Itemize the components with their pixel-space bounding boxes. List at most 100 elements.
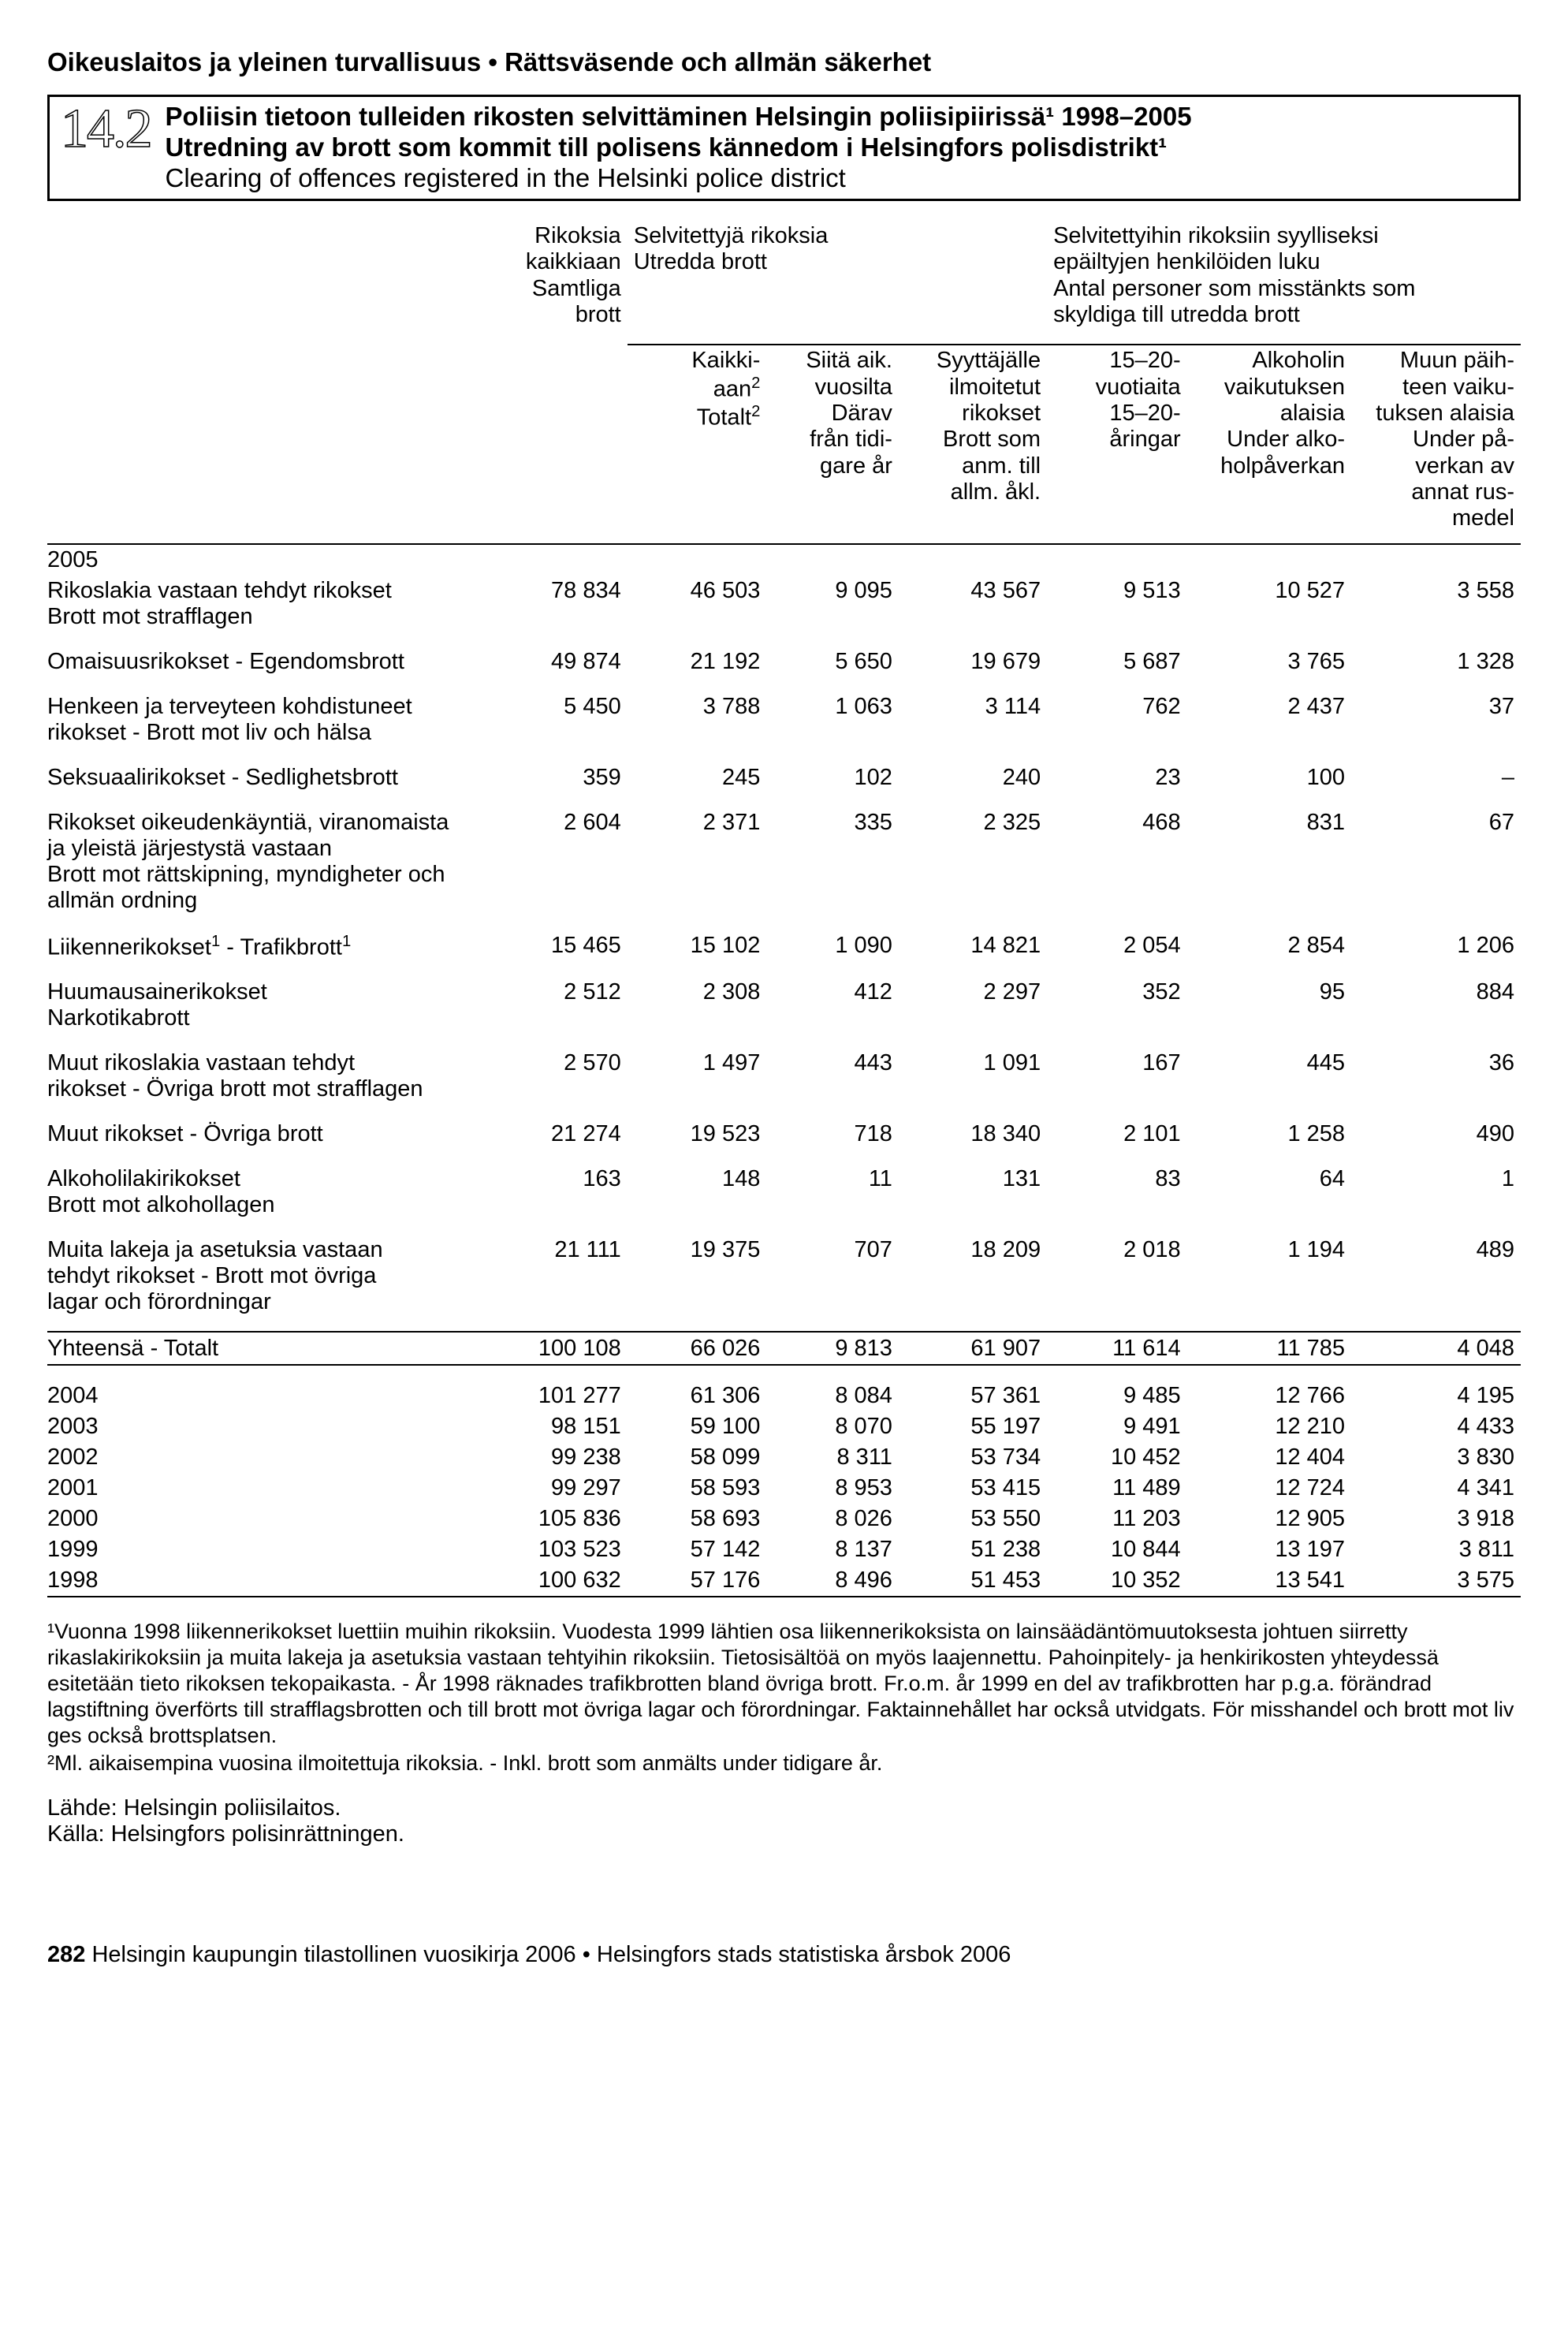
cell: 2 854 <box>1187 930 1351 964</box>
data-table: RikoksiakaikkiaanSamtligabrott Selvitett… <box>47 223 1521 1598</box>
cell: 4 341 <box>1351 1473 1521 1504</box>
cell: 10 352 <box>1047 1565 1187 1597</box>
row-label: 2002 <box>47 1442 494 1473</box>
row-label: HuumausainerikoksetNarkotikabrott <box>47 977 494 1034</box>
cell: 18 209 <box>899 1235 1047 1318</box>
cell: 489 <box>1351 1235 1521 1318</box>
page-footer-text: Helsingin kaupungin tilastollinen vuosik… <box>85 1942 1011 1967</box>
cell: 12 404 <box>1187 1442 1351 1473</box>
cell: 4 195 <box>1351 1381 1521 1411</box>
cell: 23 <box>1047 762 1187 793</box>
cell: 18 340 <box>899 1119 1047 1150</box>
cell: 443 <box>766 1048 899 1105</box>
cell: 5 687 <box>1047 647 1187 677</box>
row-label: Rikoslakia vastaan tehdyt rikoksetBrott … <box>47 576 494 632</box>
cell: 49 874 <box>494 647 628 677</box>
cell: 3 811 <box>1351 1534 1521 1565</box>
cell: 1 063 <box>766 691 899 748</box>
cell: 718 <box>766 1119 899 1150</box>
cell: 12 766 <box>1187 1381 1351 1411</box>
cell: 99 297 <box>494 1473 628 1504</box>
cell: 3 830 <box>1351 1442 1521 1473</box>
row-label: Muut rikoslakia vastaan tehdytrikokset -… <box>47 1048 494 1105</box>
cell: 53 415 <box>899 1473 1047 1504</box>
cell: 9 813 <box>766 1333 899 1365</box>
row-label: Muut rikokset - Övriga brott <box>47 1119 494 1150</box>
cell: 83 <box>1047 1164 1187 1221</box>
cell: 163 <box>494 1164 628 1221</box>
cell: 10 844 <box>1047 1534 1187 1565</box>
cell: 167 <box>1047 1048 1187 1105</box>
cell: 102 <box>766 762 899 793</box>
cell: 1 194 <box>1187 1235 1351 1318</box>
cell: 335 <box>766 807 899 916</box>
cell: 15 102 <box>628 930 767 964</box>
cell: 8 496 <box>766 1565 899 1597</box>
cell: 412 <box>766 977 899 1034</box>
title-text: Poliisin tietoon tulleiden rikosten selv… <box>166 100 1192 194</box>
row-label: Rikokset oikeudenkäyntiä, viranomaistaja… <box>47 807 494 916</box>
col-c4: SyyttäjälleilmoitetutrikoksetBrott soman… <box>899 345 1047 543</box>
cell: 1 <box>1351 1164 1521 1221</box>
cell: 11 <box>766 1164 899 1221</box>
cell: 8 953 <box>766 1473 899 1504</box>
cell: 3 114 <box>899 691 1047 748</box>
cell: 59 100 <box>628 1411 767 1442</box>
cell: 1 328 <box>1351 647 1521 677</box>
table-head: RikoksiakaikkiaanSamtligabrott Selvitett… <box>47 223 1521 544</box>
cell: 37 <box>1351 691 1521 748</box>
cell: 11 614 <box>1047 1333 1187 1365</box>
cell: 2 297 <box>899 977 1047 1034</box>
cell: 15 465 <box>494 930 628 964</box>
cell: 78 834 <box>494 576 628 632</box>
col-group-2: Selvitettyjä rikoksiaUtredda brott <box>628 223 1047 345</box>
row-label: 2004 <box>47 1381 494 1411</box>
cell: 148 <box>628 1164 767 1221</box>
cell: 21 192 <box>628 647 767 677</box>
cell: 8 084 <box>766 1381 899 1411</box>
cell: 55 197 <box>899 1411 1047 1442</box>
cell: 11 489 <box>1047 1473 1187 1504</box>
source-fi: Lähde: Helsingin poliisilaitos. <box>47 1795 1521 1821</box>
cell: 3 558 <box>1351 576 1521 632</box>
col-group-1: RikoksiakaikkiaanSamtligabrott <box>494 223 628 345</box>
cell: 13 197 <box>1187 1534 1351 1565</box>
footnotes: ¹Vuonna 1998 liikennerikokset luettiin m… <box>47 1619 1521 1776</box>
col-group-3: Selvitettyihin rikoksiin syylliseksiepäi… <box>1047 223 1521 345</box>
cell: 5 450 <box>494 691 628 748</box>
cell: 9 513 <box>1047 576 1187 632</box>
cell: 51 453 <box>899 1565 1047 1597</box>
title-fi: Poliisin tietoon tulleiden rikosten selv… <box>166 102 1192 132</box>
cell: 131 <box>899 1164 1047 1221</box>
row-label: Yhteensä - Totalt <box>47 1333 494 1365</box>
cell: 831 <box>1187 807 1351 916</box>
cell: 1 258 <box>1187 1119 1351 1150</box>
section-header: Oikeuslaitos ja yleinen turvallisuus • R… <box>47 47 1521 77</box>
table-body: 2005Rikoslakia vastaan tehdyt rikoksetBr… <box>47 544 1521 1599</box>
cell: 9 491 <box>1047 1411 1187 1442</box>
row-label: 2001 <box>47 1473 494 1504</box>
cell: 4 433 <box>1351 1411 1521 1442</box>
cell: 61 306 <box>628 1381 767 1411</box>
cell: 8 070 <box>766 1411 899 1442</box>
cell: 58 593 <box>628 1473 767 1504</box>
cell: 53 734 <box>899 1442 1047 1473</box>
cell: 8 026 <box>766 1504 899 1534</box>
cell: 51 238 <box>899 1534 1047 1565</box>
cell: 57 176 <box>628 1565 767 1597</box>
cell: 240 <box>899 762 1047 793</box>
cell: 66 026 <box>628 1333 767 1365</box>
cell: 46 503 <box>628 576 767 632</box>
cell: 1 090 <box>766 930 899 964</box>
cell: 43 567 <box>899 576 1047 632</box>
cell: 3 765 <box>1187 647 1351 677</box>
title-en: Clearing of offences registered in the H… <box>166 163 1192 194</box>
row-label: 2000 <box>47 1504 494 1534</box>
title-box: 14.2 Poliisin tietoon tulleiden rikosten… <box>47 95 1521 201</box>
cell: 10 527 <box>1187 576 1351 632</box>
cell: 19 375 <box>628 1235 767 1318</box>
cell: 8 137 <box>766 1534 899 1565</box>
cell: 2 570 <box>494 1048 628 1105</box>
cell: 58 099 <box>628 1442 767 1473</box>
cell: 64 <box>1187 1164 1351 1221</box>
